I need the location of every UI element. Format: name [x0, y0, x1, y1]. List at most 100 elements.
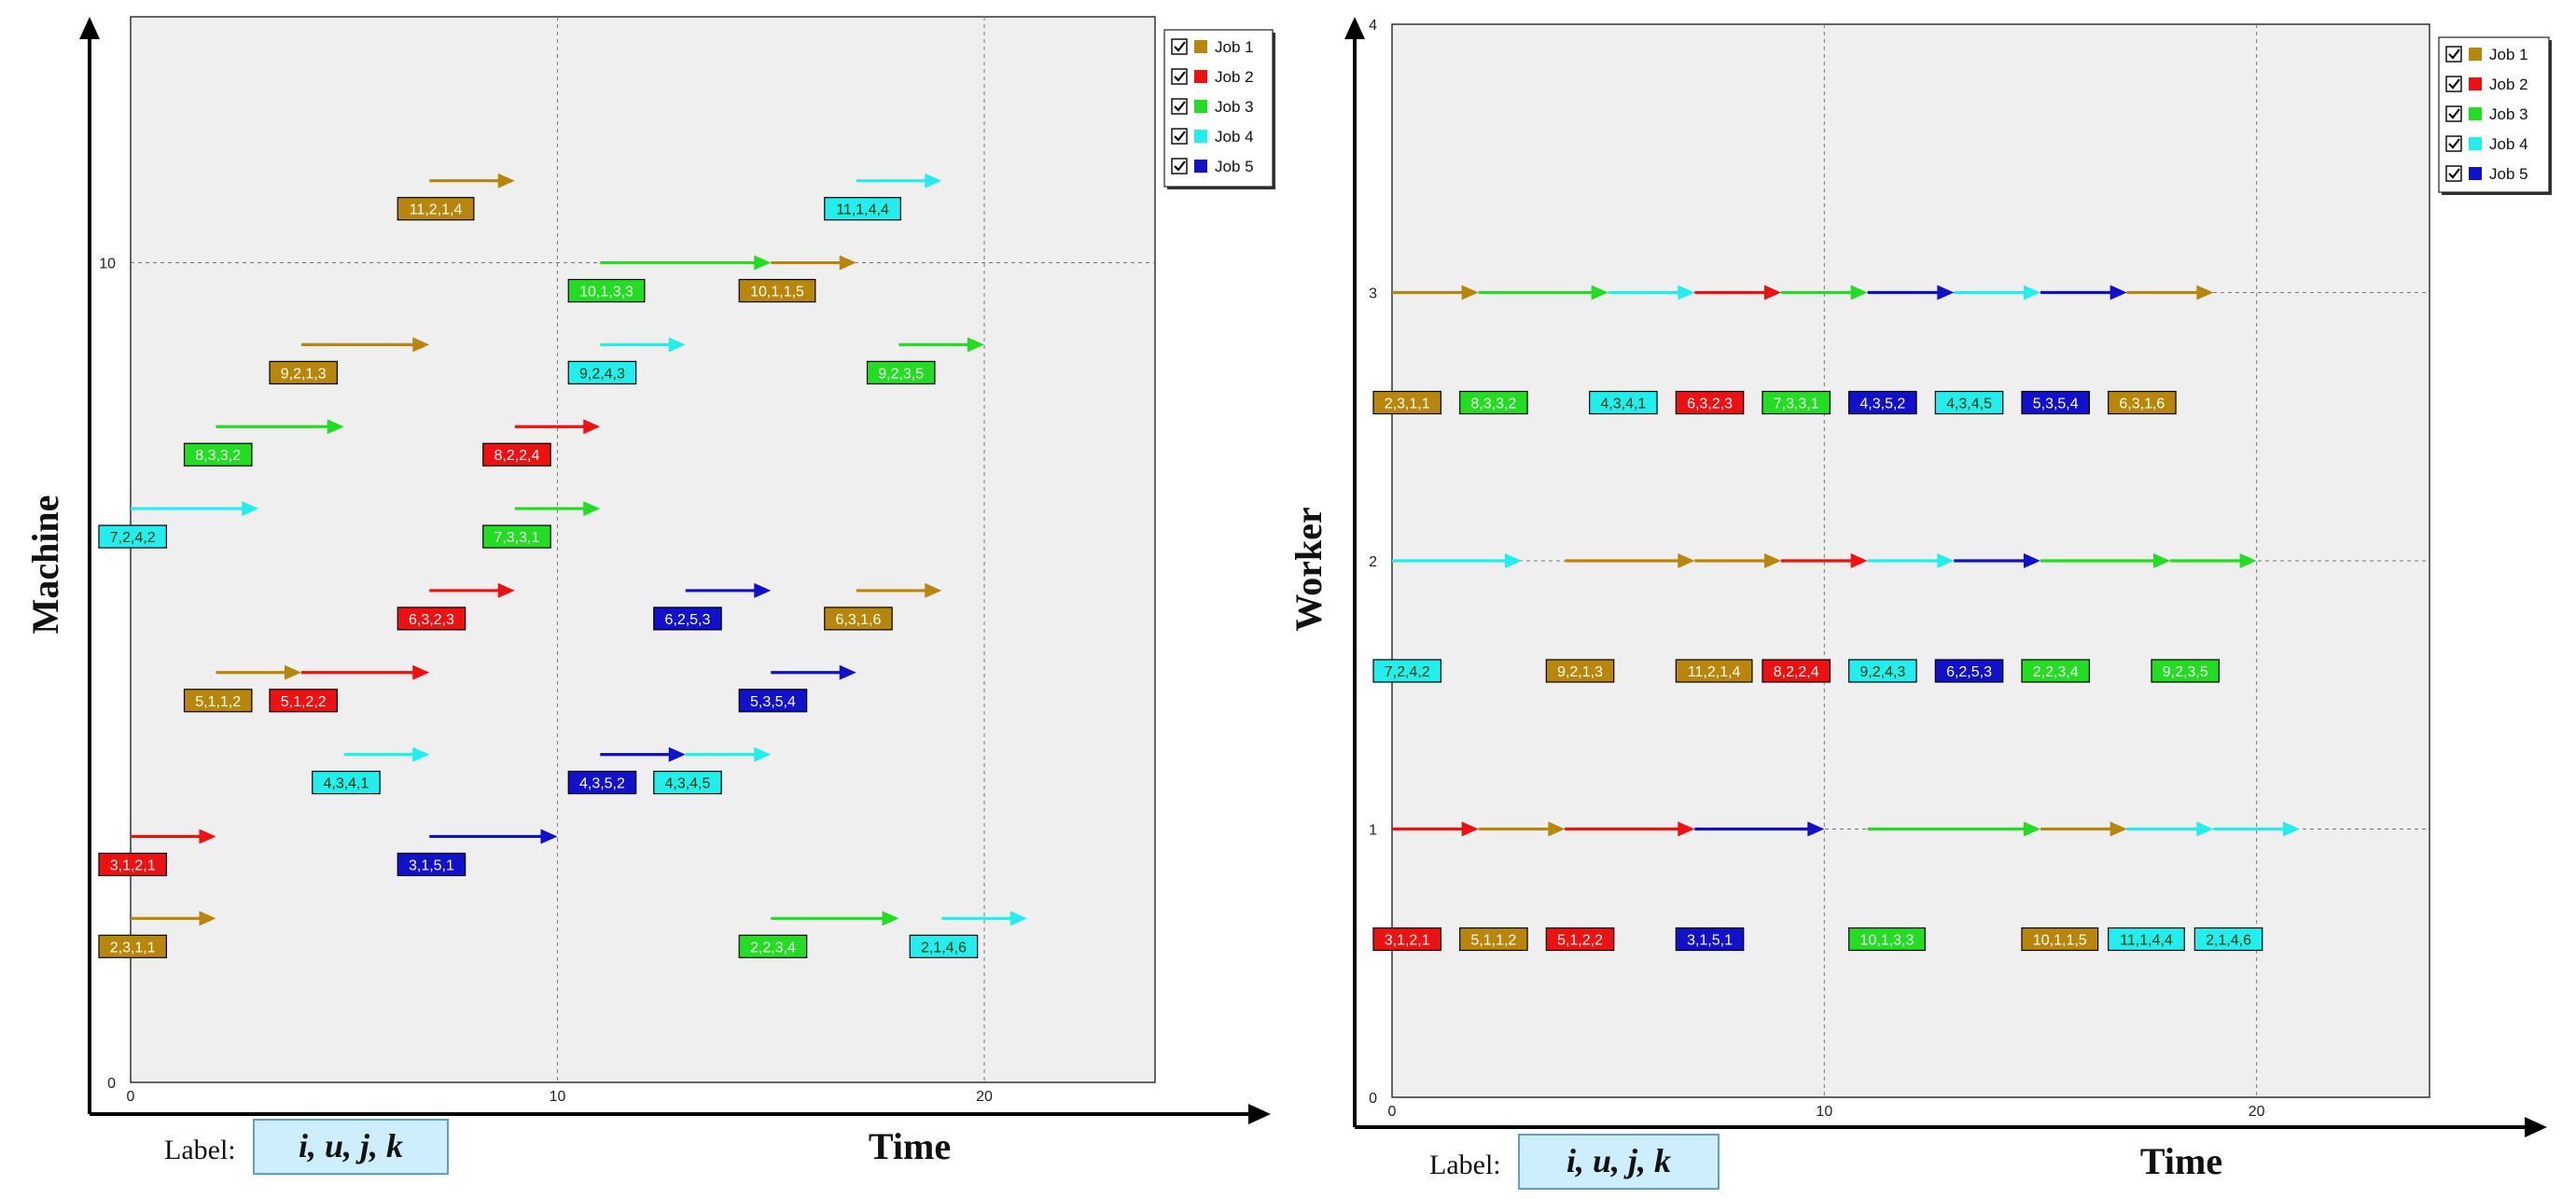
task-arrowhead — [2283, 821, 2300, 837]
task-label-box — [1372, 390, 1442, 415]
task-label: 5,1,2,2 — [1557, 933, 1603, 949]
task-label-box — [2021, 390, 2091, 415]
task-label: 4,3,4,1 — [1600, 397, 1646, 412]
check-icon — [2448, 49, 2460, 60]
task-label: 6,3,2,3 — [409, 612, 454, 628]
x-axis-arrowhead — [1248, 1104, 1271, 1124]
legend-checkbox — [2445, 105, 2462, 122]
task-label-box — [2193, 927, 2263, 952]
task-arrowhead — [1807, 821, 1825, 837]
task-arrowhead — [540, 829, 558, 844]
task-label-box — [1761, 390, 1831, 415]
task-label: 11,2,1,4 — [1688, 664, 1741, 680]
task-arrowhead — [2110, 821, 2127, 837]
task-label-box — [397, 197, 475, 221]
task-arrowhead — [882, 911, 899, 927]
task-arrowhead — [1461, 285, 1479, 300]
task-arrowhead — [968, 337, 984, 353]
check-icon — [1174, 131, 1186, 142]
task-label: 9,2,1,3 — [281, 366, 327, 382]
task-arrowhead — [925, 173, 942, 188]
task-label-box — [1675, 659, 1753, 683]
task-label: 7,2,4,2 — [1385, 664, 1430, 680]
task-label: 5,3,5,4 — [750, 694, 796, 710]
task-label-box — [482, 442, 551, 467]
check-icon — [1174, 71, 1186, 82]
x-tick-label: 10 — [1816, 1104, 1832, 1120]
legend-swatch — [2469, 48, 2482, 61]
task-arrowhead — [327, 419, 344, 435]
task-label: 9,2,4,3 — [1859, 664, 1905, 680]
task-label-box — [1372, 927, 1442, 952]
x-axis-arrowhead — [2525, 1117, 2547, 1137]
task-arrowhead — [497, 173, 515, 188]
task-arrowhead — [412, 746, 430, 762]
task-arrowhead — [242, 501, 259, 517]
task-label: 3,1,5,1 — [409, 857, 454, 873]
x-tick-label: 0 — [1388, 1104, 1397, 1120]
task-label: 4,3,4,5 — [1946, 397, 1992, 412]
machine-gantt-chart: 0 10 20 0 10 Machine Time 2,3,1,1 3,1,2,1 3,1,5,1… — [24, 16, 1275, 1167]
y-tick-label: 1 — [1369, 823, 1377, 839]
task-label: 10,1,1,5 — [750, 285, 804, 300]
task-label: 11,1,4,4 — [2120, 933, 2173, 949]
legend-swatch — [2469, 107, 2482, 120]
task-label-box — [1545, 927, 1615, 952]
legend-label: Job 2 — [2489, 76, 2528, 93]
label-legend-left: Label: i, u, j, k — [164, 1119, 449, 1175]
task-arrowhead — [754, 255, 772, 271]
task-arrowhead — [2024, 821, 2040, 837]
task-label-box — [2108, 390, 2177, 415]
task-label-box — [482, 524, 551, 549]
task-label: 6,3,1,6 — [835, 612, 881, 628]
task-arrowhead — [583, 501, 601, 517]
check-icon — [1174, 41, 1186, 52]
x-tick-label: 20 — [2249, 1104, 2265, 1120]
y-axis-title: Machine — [24, 495, 66, 634]
task-arrowhead — [1764, 285, 1781, 300]
task-label: 4,3,4,1 — [323, 776, 369, 792]
task-arrowhead — [2196, 285, 2214, 300]
y-tick-label: 3 — [1369, 286, 1377, 302]
task-label: 7,3,3,1 — [494, 530, 539, 546]
task-label-box — [397, 606, 466, 631]
task-label: 9,2,4,3 — [579, 366, 625, 382]
legend-checkbox — [2445, 165, 2462, 182]
task-arrowhead — [285, 664, 301, 680]
task-label-box — [397, 852, 466, 877]
task-label: 2,2,3,4 — [2033, 664, 2079, 680]
task-label: 4,3,5,2 — [579, 776, 625, 792]
task-label-box — [183, 442, 253, 467]
task-label-box — [1761, 659, 1831, 683]
legend-checkbox — [1171, 158, 1188, 174]
task-label-box — [567, 771, 637, 795]
task-label-box — [1675, 927, 1745, 952]
task-arrowhead — [1505, 553, 1522, 568]
legend-swatch — [2469, 137, 2482, 150]
legend-checkbox — [1171, 38, 1188, 55]
check-icon — [2448, 108, 2460, 119]
task-label: 7,3,3,1 — [1774, 397, 1819, 412]
task-arrowhead — [2110, 285, 2127, 300]
task-arrowhead — [1764, 553, 1781, 568]
task-label: 5,1,1,2 — [195, 694, 241, 710]
task-label: 3,1,5,1 — [1687, 933, 1733, 949]
task-label: 8,2,2,4 — [1774, 664, 1819, 680]
legend-label: Job 5 — [2489, 165, 2528, 183]
task-label-box — [1459, 927, 1528, 952]
task-label: 9,2,3,5 — [2163, 664, 2208, 680]
task-label-box — [738, 934, 808, 958]
x-tick-label: 20 — [976, 1089, 993, 1105]
task-arrowhead — [1850, 553, 1868, 568]
task-arrowhead — [412, 664, 430, 680]
legend-checkbox — [1171, 68, 1188, 85]
legend-swatch — [2469, 77, 2482, 91]
task-arrowhead — [1461, 821, 1479, 837]
task-arrowhead — [1010, 911, 1027, 927]
task-label-box — [1459, 390, 1528, 415]
task-label: 7,2,4,2 — [110, 530, 156, 546]
task-label-box — [2021, 659, 2091, 683]
task-label: 6,3,2,3 — [1687, 397, 1733, 412]
task-label: 8,3,3,2 — [195, 448, 241, 464]
task-label: 2,1,4,6 — [2206, 933, 2251, 949]
